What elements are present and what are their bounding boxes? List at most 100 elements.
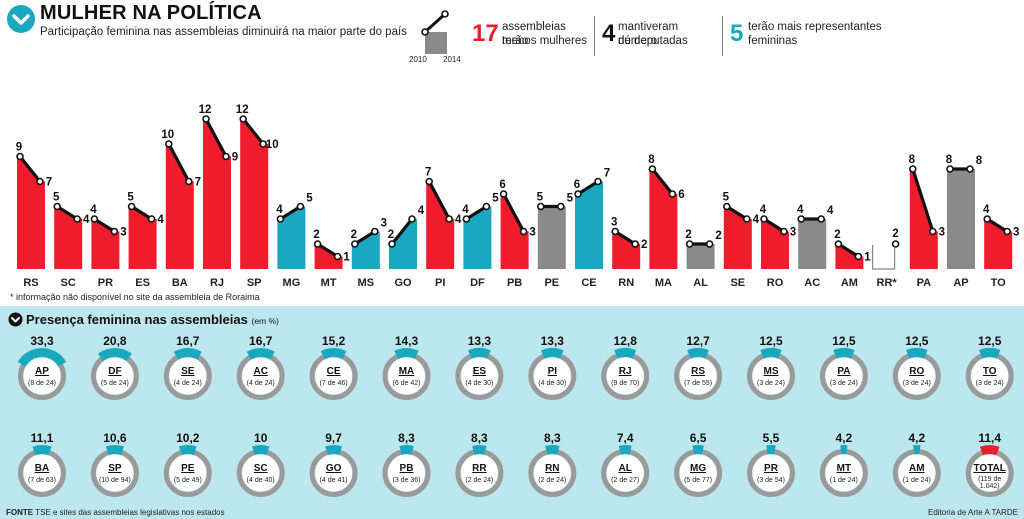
donut-label: GO [326,463,342,474]
donut-detail: (4 de 30) [465,380,493,387]
bar [537,206,566,269]
stat-decrease-line1: assembleias terão [502,21,566,47]
donut-ES: 13,3 ES (4 de 30) [455,334,504,400]
donut-center [679,454,717,492]
slope-line [577,180,599,196]
donut-percent: 20,8 [103,334,127,348]
donut-detail: (7 de 46) [320,380,348,387]
donut-label: RN [545,463,559,474]
value-label-2014: 4 [455,214,462,226]
donut-MA: 14,3 MA (6 de 42) [382,334,431,400]
donut-percent: 13,3 [541,334,565,348]
point-2014 [854,252,863,261]
donut-center [898,454,936,492]
donut-TO: 12,5 TO (3 de 24) [965,334,1014,400]
point-2014 [891,240,900,248]
donut-center [23,454,61,492]
donut-detail: (7 de 55) [684,380,712,387]
donut-label: TO [983,366,997,377]
slope-line [316,242,339,258]
donut-AC: 16,7 AC (4 de 24) [236,334,285,400]
bar [947,169,975,269]
donut-label: SE [181,366,195,377]
donut-percent: 12,5 [832,334,856,348]
donut-detail: (3 de 36) [392,477,420,484]
donut-PI: 13,3 PI (4 de 30) [528,334,577,400]
category-label: RS [23,277,38,289]
donut-slice [766,445,776,455]
stat-increase: 5 terão mais representantes femininas [730,20,900,56]
point-2010 [797,215,806,223]
point-2010 [202,115,210,123]
donut-slice [97,348,132,361]
donut-SP: 10,6 SP (10 de 94) [90,431,139,497]
donut-detail: (5 de 49) [174,477,202,484]
slope-line [204,118,228,158]
donut-percent: 11,4 [978,431,1001,445]
donut-percent: 16,7 [176,334,200,348]
donut-slice [394,348,419,359]
page-subtitle: Participação feminina nas assembleias di… [40,26,407,38]
donut-SC: 10 SC (4 de 40) [236,431,285,497]
category-label: DF [470,277,485,289]
stat-same-number: 4 [602,20,616,47]
donut-percent: 12,5 [978,334,1002,348]
donut-percent: 33,3 [30,334,54,348]
point-2014 [519,227,528,236]
donut-percent: 10,2 [176,431,200,445]
point-2010 [350,240,359,248]
point-2014 [370,227,379,236]
donut-detail: (4 de 41) [320,477,348,484]
footnote: * informação não disponível no site da a… [10,292,260,302]
donut-center [460,454,498,492]
point-2014 [631,240,640,248]
donut-slice [173,348,202,360]
bar-group-AP: 8 8 AP [946,154,983,289]
donut-PR: 5,5 PR (3 de 54) [747,431,795,497]
donut-detail: (6 de 42) [392,380,420,387]
donut-grid: 33,3 AP (8 de 24) 20,8 DF (5 de 24) 16,7 SE (4 d… [17,334,1014,497]
point-2014 [36,177,44,186]
donut-label: DF [108,366,121,377]
legend-key-icon [421,10,449,54]
slope-line [279,205,302,221]
bar-group-RJ: 12 9 RJ [199,104,239,289]
donut-detail: (2 de 24) [465,477,493,484]
donut-slice [105,445,125,456]
donut-BA: 11,1 BA (7 de 63) [18,431,66,497]
legend-key: 2010 2014 [408,10,464,64]
value-label-2010: 2 [685,229,691,241]
slope-line [241,118,265,145]
bar-group-RR: 2 RR* [871,228,900,289]
donut-detail: (2 de 24) [538,477,566,484]
donut-label: TOTAL [973,463,1005,474]
value-label-2014: 8 [976,155,983,167]
value-label-2014: 2 [715,230,721,242]
donut-center [242,454,280,492]
donut-center [606,454,644,492]
bar-chart: 97RS54SC43PR54ES107BA129RJ1210SP45MG21MT… [16,104,1020,290]
value-label-2014: 1 [343,252,350,264]
point-2014 [556,202,565,211]
category-label: TO [991,277,1007,289]
bar-group-RO: 4 3 RO [760,204,796,289]
donut-slice [178,445,197,455]
source-text: TSE e sites das assembleias legislativas… [35,508,225,517]
bar-group-MS: 2 3 MS [351,218,387,290]
donut-center [679,357,717,395]
donut-center [898,357,936,395]
donut-detail: (8 de 24) [28,380,56,387]
bar-group-AM: 2 1 AM [834,229,871,289]
bar [314,244,343,269]
slope-line [93,217,116,233]
donut-center [96,357,134,395]
chevron-down-icon [8,312,23,327]
donut-slice [979,445,1000,456]
category-label: AM [841,277,858,289]
category-label: SP [247,277,262,289]
donut-AP: 33,3 AP (8 de 24) [17,334,67,400]
point-2010 [499,190,508,198]
slope-line [502,193,526,233]
point-2010 [908,165,917,173]
value-label-2014: 9 [232,152,238,164]
